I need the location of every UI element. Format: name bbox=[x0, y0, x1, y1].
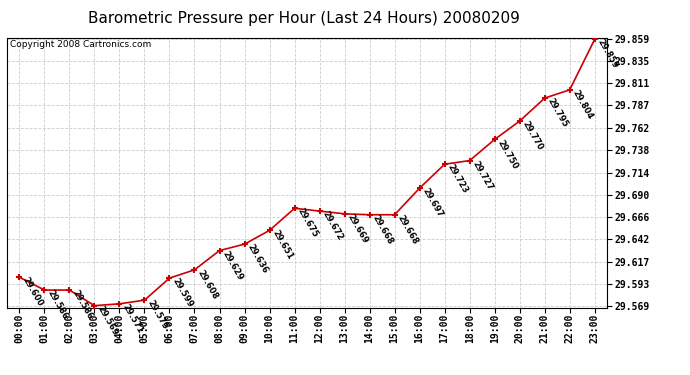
Text: 29.697: 29.697 bbox=[421, 187, 445, 219]
Text: Copyright 2008 Cartronics.com: Copyright 2008 Cartronics.com bbox=[10, 40, 151, 49]
Text: 29.575: 29.575 bbox=[146, 299, 170, 331]
Text: 29.675: 29.675 bbox=[296, 207, 320, 240]
Text: 29.569: 29.569 bbox=[96, 304, 120, 337]
Text: 29.629: 29.629 bbox=[221, 249, 245, 282]
Text: 29.636: 29.636 bbox=[246, 243, 270, 275]
Text: 29.669: 29.669 bbox=[346, 213, 370, 245]
Text: 29.668: 29.668 bbox=[396, 213, 420, 246]
Text: 29.672: 29.672 bbox=[321, 210, 345, 242]
Text: 29.668: 29.668 bbox=[371, 213, 395, 246]
Text: 29.727: 29.727 bbox=[471, 159, 495, 192]
Text: 29.750: 29.750 bbox=[496, 138, 520, 171]
Text: 29.770: 29.770 bbox=[521, 120, 545, 152]
Text: 29.804: 29.804 bbox=[571, 88, 595, 121]
Text: 29.859: 29.859 bbox=[596, 38, 620, 70]
Text: 29.608: 29.608 bbox=[196, 268, 220, 301]
Text: Barometric Pressure per Hour (Last 24 Hours) 20080209: Barometric Pressure per Hour (Last 24 Ho… bbox=[88, 11, 520, 26]
Text: 29.723: 29.723 bbox=[446, 163, 470, 195]
Text: 29.586: 29.586 bbox=[46, 289, 70, 321]
Text: 29.600: 29.600 bbox=[21, 276, 45, 308]
Text: 29.599: 29.599 bbox=[171, 277, 195, 309]
Text: 29.651: 29.651 bbox=[271, 229, 295, 262]
Text: 29.571: 29.571 bbox=[121, 303, 145, 335]
Text: 29.795: 29.795 bbox=[546, 97, 570, 129]
Text: 29.586: 29.586 bbox=[71, 289, 95, 321]
